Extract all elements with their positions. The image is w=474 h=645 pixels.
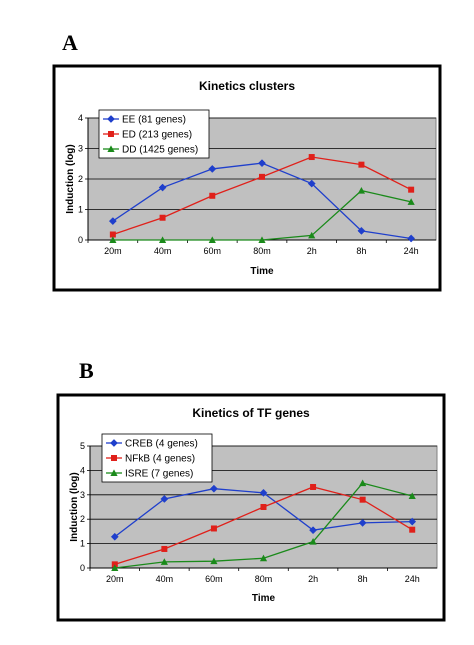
data-point: [111, 564, 119, 571]
data-point: [158, 236, 167, 243]
data-point: [309, 526, 318, 535]
series-2: [111, 479, 416, 571]
data-point: [111, 561, 118, 568]
data-point: [161, 545, 168, 552]
data-point: [308, 231, 316, 239]
legend-entry: ED (213 genes): [122, 130, 192, 141]
y-tick-label: 3: [80, 490, 85, 500]
data-point: [407, 234, 416, 243]
x-tick-label: 2h: [308, 574, 318, 584]
chart-b: 0 1 2 3 4 5 20m 40m 60m 80m 2h 8h 24h Kinetics of TF …: [56, 393, 446, 622]
x-tick-label: 24h: [404, 246, 419, 256]
legend-swatch-marker: [110, 469, 118, 476]
series-0: [108, 159, 416, 243]
data-point: [208, 164, 217, 173]
y-axis-label: Induction (log): [69, 472, 80, 541]
x-tick-label: 60m: [205, 574, 223, 584]
y-axis-label: Induction (log): [65, 144, 76, 213]
x-axis-label: Time: [252, 593, 276, 604]
legend: CREB (4 genes) NFkB (4 genes) ISRE (7 gene…: [101, 433, 213, 483]
x-tick-label: 40m: [156, 574, 174, 584]
y-tick-label: 2: [80, 514, 85, 524]
data-point: [357, 226, 366, 235]
x-tick-label: 60m: [204, 246, 222, 256]
data-point: [160, 494, 169, 503]
panel-label-a: A: [62, 30, 78, 55]
y-tick-label: 4: [78, 113, 83, 123]
chart-a: 0 1 2 3 4 20m 40m 60m 80m 2h 8h 24h Kinetics cluster…: [52, 64, 442, 292]
x-tick-label: 8h: [358, 574, 368, 584]
series-0: [110, 484, 417, 541]
legend-swatch-marker: [108, 131, 114, 137]
y-tick-label: 1: [78, 205, 83, 215]
legend-entry: DD (1425 genes): [122, 145, 198, 156]
legend-swatch-marker: [107, 145, 115, 152]
x-tick-label: 20m: [104, 246, 122, 256]
data-point: [210, 525, 217, 532]
series-2: [109, 186, 415, 243]
legend-entry: CREB (4 genes): [125, 439, 198, 450]
chart-title: Kinetics of TF genes: [192, 406, 310, 420]
y-tick-label: 0: [80, 563, 85, 573]
data-point: [109, 231, 116, 238]
data-point: [408, 517, 417, 526]
data-point: [408, 492, 416, 500]
data-point: [159, 214, 166, 221]
x-tick-label: 40m: [154, 246, 172, 256]
data-point: [408, 186, 415, 193]
data-point: [258, 236, 266, 243]
panel-label-b: B: [79, 358, 94, 383]
data-point: [259, 488, 268, 497]
y-tick-label: 1: [80, 539, 85, 549]
data-point: [308, 154, 315, 161]
x-tick-label: 8h: [356, 246, 366, 256]
x-axis-label: Time: [250, 266, 274, 277]
data-point: [258, 159, 266, 168]
data-point: [109, 236, 117, 243]
legend-swatch-marker: [110, 439, 118, 447]
data-point: [309, 538, 317, 545]
data-point: [210, 557, 218, 565]
data-point: [260, 504, 267, 510]
data-point: [209, 192, 216, 199]
legend-entry: ISRE (7 genes): [125, 469, 193, 480]
data-point: [307, 179, 316, 188]
data-point: [110, 532, 119, 541]
data-point: [310, 483, 317, 490]
data-point: [160, 558, 168, 565]
data-point: [259, 173, 265, 180]
legend-swatch-marker: [111, 455, 117, 461]
data-point: [158, 183, 167, 192]
data-point: [358, 161, 365, 168]
data-point: [209, 484, 218, 493]
chart-title: Kinetics clusters: [199, 79, 295, 93]
x-tick-label: 24h: [405, 574, 420, 584]
series-1: [109, 154, 415, 238]
y-tick-label: 5: [80, 441, 85, 451]
data-point: [409, 526, 416, 533]
y-tick-label: 4: [80, 465, 85, 475]
x-tick-label: 80m: [255, 574, 273, 584]
data-point: [357, 186, 366, 194]
legend-entry: EE (81 genes): [122, 115, 186, 126]
data-point: [359, 496, 366, 503]
series-1: [111, 483, 416, 568]
x-tick-label: 2h: [307, 246, 317, 256]
y-tick-label: 2: [78, 174, 83, 184]
legend-entry: NFkB (4 genes): [125, 454, 195, 465]
data-point: [108, 217, 117, 226]
data-point: [358, 518, 367, 527]
x-tick-label: 20m: [106, 574, 124, 584]
data-point: [359, 479, 367, 487]
legend-swatch-marker: [107, 115, 115, 123]
y-tick-label: 0: [78, 235, 83, 245]
x-tick-label: 80m: [253, 246, 271, 256]
data-point: [259, 554, 268, 562]
data-point: [407, 198, 415, 205]
y-tick-label: 3: [78, 144, 83, 154]
data-point: [208, 236, 216, 243]
legend: EE (81 genes) ED (213 genes) DD (1425 gene…: [98, 109, 210, 159]
